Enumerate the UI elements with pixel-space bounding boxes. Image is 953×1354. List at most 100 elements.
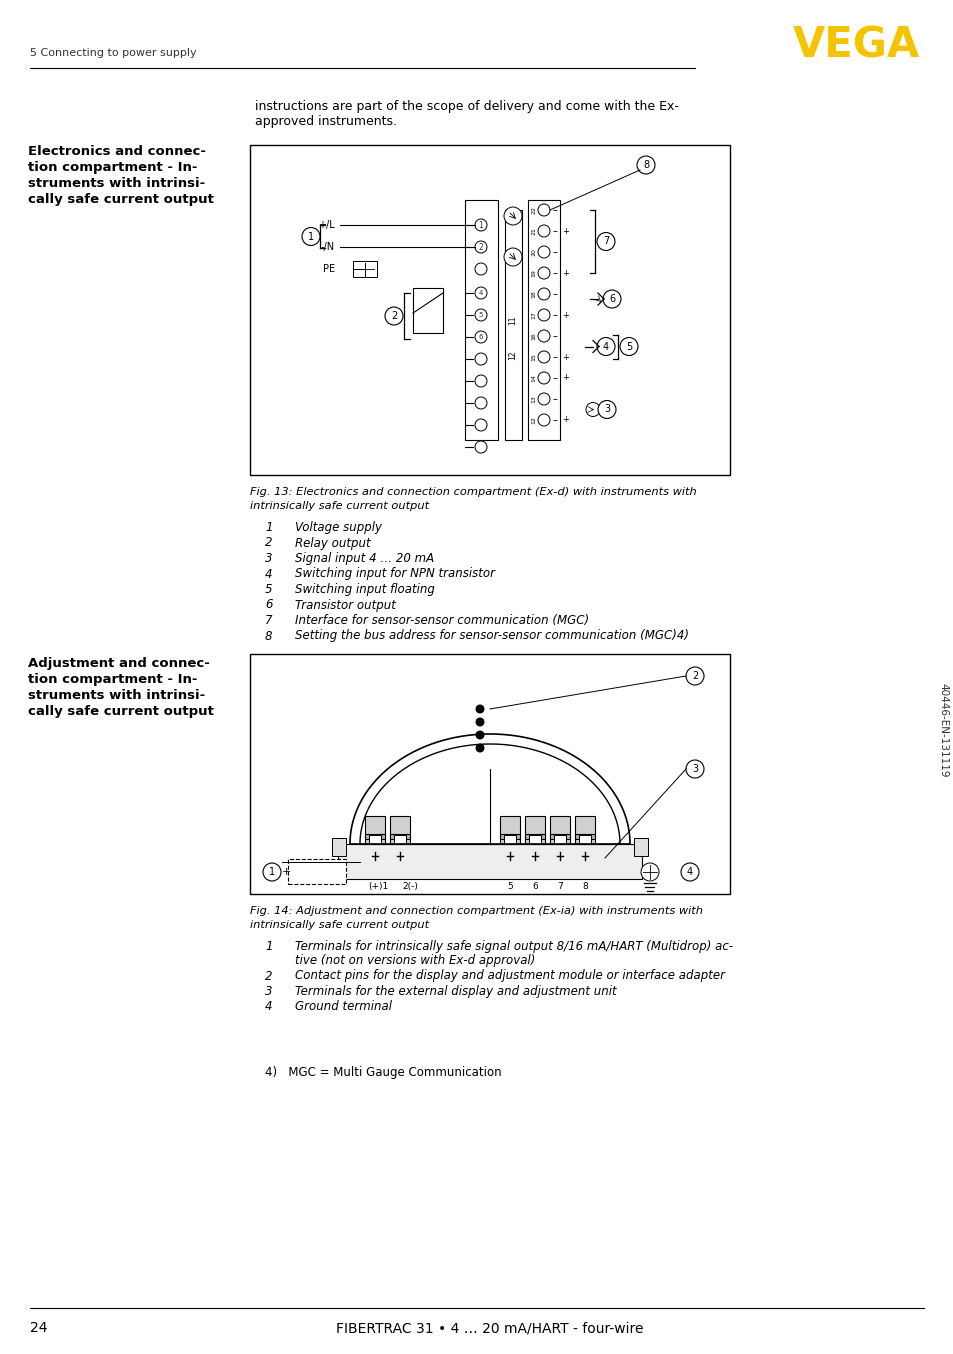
Bar [575,834,595,839]
Text: 7: 7 [265,613,273,627]
Circle shape [503,207,521,225]
Circle shape [537,330,550,343]
Circle shape [475,309,486,321]
Circle shape [640,862,659,881]
Circle shape [475,241,486,253]
Bar [394,835,406,849]
Text: 3: 3 [265,984,273,998]
Text: 2: 2 [691,672,698,681]
Text: 4: 4 [265,567,273,581]
Text: struments with intrinsi-: struments with intrinsi- [28,177,205,190]
Text: PE: PE [322,264,335,274]
Text: 4: 4 [686,867,692,877]
Text: intrinsically safe current output: intrinsically safe current output [250,919,429,930]
Circle shape [537,204,550,217]
Circle shape [585,402,599,417]
Text: 6: 6 [608,294,615,305]
Text: 18: 18 [531,290,536,298]
Text: 13: 13 [531,395,536,403]
Text: –: – [553,288,558,299]
Bar [250,654,729,894]
Bar [529,835,540,849]
Circle shape [476,705,483,714]
Circle shape [537,246,550,259]
Text: Fig. 13: Electronics and connection compartment (Ex-d) with instruments with: Fig. 13: Electronics and connection comp… [250,487,696,497]
Text: cally safe current output: cally safe current output [28,194,213,206]
Circle shape [537,267,550,279]
Circle shape [476,718,483,726]
Text: Terminals for intrinsically safe signal output 8/16 mA/HART (Multidrop) ac-: Terminals for intrinsically safe signal … [294,940,732,953]
Text: cally safe current output: cally safe current output [28,705,213,718]
Text: +: + [561,310,568,320]
Text: 5 Connecting to power supply: 5 Connecting to power supply [30,47,196,58]
Text: +: + [561,226,568,236]
Text: 24: 24 [30,1322,48,1335]
Circle shape [503,248,521,265]
Bar [550,816,569,844]
Text: 12: 12 [531,416,536,424]
Text: 7: 7 [557,881,562,891]
Text: 11: 11 [508,315,517,325]
Circle shape [475,287,486,299]
Text: –: – [553,372,558,383]
Text: 20: 20 [531,248,536,256]
Circle shape [597,337,615,356]
Text: tion compartment - In-: tion compartment - In- [28,161,197,175]
Circle shape [537,414,550,427]
Circle shape [475,263,486,275]
Text: 2(-): 2(-) [401,881,417,891]
Text: approved instruments.: approved instruments. [254,115,396,129]
Circle shape [537,288,550,301]
Text: 3: 3 [691,764,698,774]
Text: 5: 5 [625,341,632,352]
Text: 2: 2 [391,311,396,321]
Circle shape [597,233,615,250]
Bar [365,834,385,839]
Text: Relay output: Relay output [294,536,370,550]
Text: 19: 19 [531,269,536,278]
Text: 7: 7 [602,237,608,246]
Text: –: – [553,414,558,425]
Text: (+)1: (+)1 [368,881,388,891]
Bar [413,288,442,333]
Circle shape [475,397,486,409]
Text: Terminals for the external display and adjustment unit: Terminals for the external display and a… [294,984,616,998]
Text: 8: 8 [642,160,648,171]
Text: 1: 1 [478,221,483,229]
Text: 3: 3 [603,405,609,414]
Text: 12: 12 [508,351,517,360]
Bar [578,835,590,849]
Text: 5: 5 [507,881,513,891]
Text: –: – [553,246,558,257]
Bar [504,210,521,440]
Text: 2: 2 [478,242,483,252]
Text: Interface for sensor-sensor communication (MGC): Interface for sensor-sensor communicatio… [294,613,589,627]
Text: 16: 16 [531,332,536,340]
Text: –: – [553,226,558,236]
Circle shape [537,393,550,405]
Circle shape [685,668,703,685]
Circle shape [685,760,703,779]
Text: 21: 21 [531,227,536,236]
Text: tive (not on versions with Ex-d approval): tive (not on versions with Ex-d approval… [294,955,535,967]
Bar [464,200,497,440]
Bar [390,816,410,844]
Text: 4)   MGC = Multi Gauge Communication: 4) MGC = Multi Gauge Communication [265,1066,501,1079]
Text: 4: 4 [602,341,608,352]
Bar [390,834,410,839]
Text: +: + [282,867,291,877]
Text: tion compartment - In-: tion compartment - In- [28,673,197,686]
Circle shape [263,862,281,881]
Circle shape [475,375,486,387]
Text: –: – [553,310,558,320]
Text: 2: 2 [265,969,273,983]
Text: struments with intrinsi-: struments with intrinsi- [28,689,205,701]
Text: 4: 4 [478,290,482,297]
Text: 14: 14 [531,374,536,382]
Text: 15: 15 [531,353,536,362]
Text: 3: 3 [265,552,273,565]
Text: Adjustment and connec-: Adjustment and connec- [28,657,210,670]
Circle shape [475,330,486,343]
Bar [337,844,641,879]
Circle shape [637,156,655,175]
